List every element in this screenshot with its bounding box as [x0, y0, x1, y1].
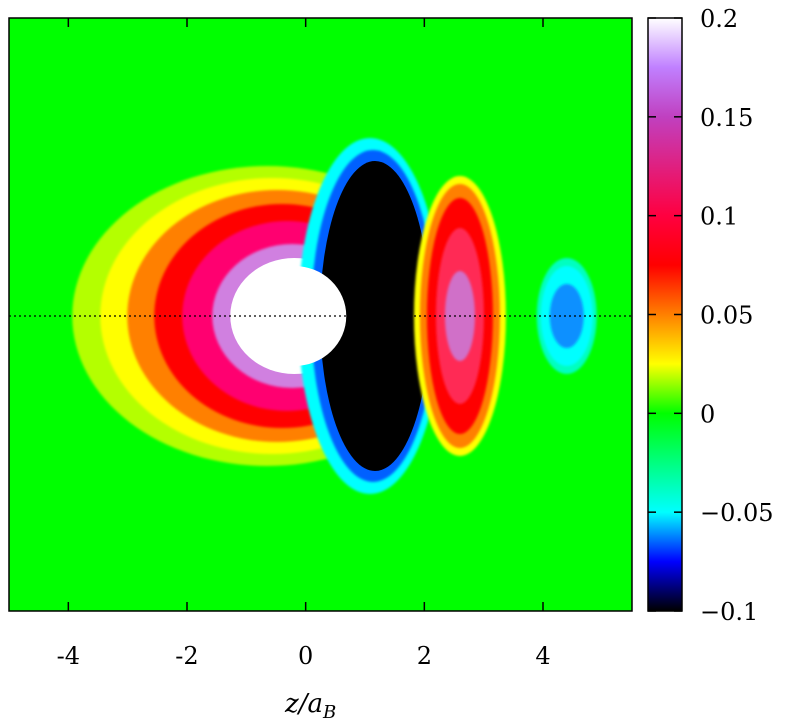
colorbar-tick-label: 0.2: [700, 5, 738, 33]
plot-area: -4 -2 0 2 4: [8, 17, 633, 670]
colorbar-ticks: −0.1 −0.05 0 0.05 0.1 0.15 0.2: [648, 5, 774, 626]
colorbar-tick-label: 0: [700, 400, 715, 428]
lobe-negative-core: [549, 284, 584, 348]
colorbar-tick-label: 0.1: [700, 203, 738, 231]
x-tick-label: 2: [417, 642, 432, 670]
x-tick-label: 0: [298, 642, 313, 670]
x-tick-label: -4: [57, 642, 80, 670]
colorbar-tick-label: −0.1: [700, 598, 758, 626]
x-tick-label: -2: [175, 642, 198, 670]
colorbar-tick-label: −0.05: [700, 499, 774, 527]
colorbar-tick-label: 0.15: [700, 104, 753, 132]
plot-frame: [8, 17, 633, 612]
colorbar-tick-label: 0.05: [700, 302, 753, 330]
x-axis-title: z/aB: [284, 689, 336, 723]
x-axis-ticks: -4 -2 0 2 4: [57, 18, 551, 670]
x-tick-label: 4: [535, 642, 550, 670]
colorbar: −0.1 −0.05 0 0.05 0.1 0.15 0.2: [647, 5, 774, 626]
